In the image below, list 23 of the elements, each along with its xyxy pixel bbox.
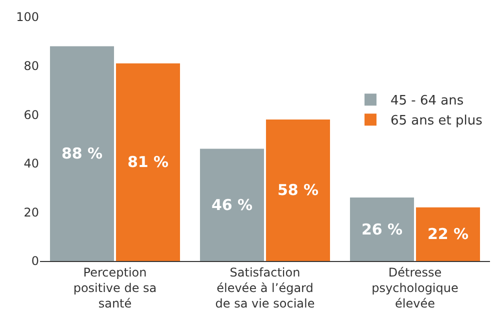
y-tick-label: 40 bbox=[24, 156, 39, 171]
bar bbox=[116, 63, 180, 261]
bar bbox=[200, 148, 264, 261]
data-label: 58 % bbox=[277, 181, 319, 200]
y-tick-label: 60 bbox=[24, 108, 39, 122]
data-label: 88 % bbox=[61, 144, 103, 163]
data-label: 81 % bbox=[127, 153, 169, 172]
legend-label: 45 - 64 ans bbox=[390, 94, 464, 109]
bar bbox=[50, 46, 114, 261]
bar bbox=[266, 119, 330, 261]
y-tick-label: 0 bbox=[31, 254, 39, 268]
legend-label: 65 ans et plus bbox=[390, 114, 483, 129]
y-tick-label: 80 bbox=[24, 59, 39, 73]
x-tick-label: Perception positive de sa santé bbox=[73, 265, 157, 311]
y-tick-label: 100 bbox=[16, 10, 39, 24]
x-tick-label: Détresse psychologique élevée bbox=[372, 265, 458, 311]
bar bbox=[416, 207, 480, 261]
x-tick-label: Satisfaction élevée à l’égard de sa vie sociale bbox=[215, 265, 315, 311]
data-label: 26 % bbox=[361, 220, 403, 238]
data-label: 46 % bbox=[211, 196, 253, 214]
y-tick-label: 20 bbox=[24, 205, 39, 220]
bar bbox=[350, 198, 414, 261]
data-label: 22 % bbox=[427, 225, 469, 244]
